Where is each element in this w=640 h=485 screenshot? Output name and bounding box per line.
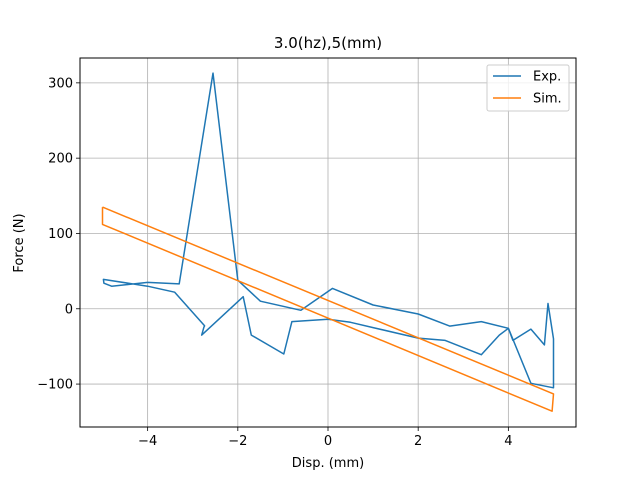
x-tick-label: −4 [138,434,157,449]
x-tick-label: 2 [414,434,422,449]
legend-label: Exp. [533,70,561,85]
legend: Exp. Sim. [486,64,570,112]
x-tick-label: 4 [504,434,512,449]
x-tick-label: −2 [228,434,247,449]
x-axis-label: Disp. (mm) [292,456,364,471]
y-tick-label: 200 [48,152,73,167]
y-axis-label: Force (N) [12,213,27,272]
y-tick-label: 100 [48,227,73,242]
series-line-exp [102,72,555,389]
y-tick-label: 0 [65,302,73,317]
x-tick-label: 0 [324,434,332,449]
y-tick-label: 300 [48,76,73,91]
axis-ticks: −4 −2 0 2 4 −100 0 100 200 300 [37,76,512,449]
y-tick-label: −100 [37,378,73,393]
series-lines [101,72,555,412]
series-line-sim [101,206,555,412]
chart-title: 3.0(hz),5(mm) [274,34,382,52]
legend-label: Sim. [533,92,562,107]
